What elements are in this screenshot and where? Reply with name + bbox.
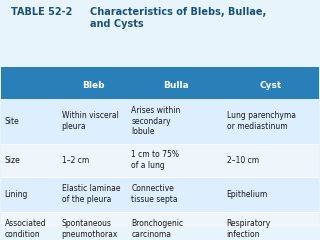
Bar [1,72,319,99]
Bar [1,176,319,211]
Text: Epithelium: Epithelium [227,190,268,198]
Bar [1,99,319,144]
Text: Size: Size [4,156,20,165]
Text: Associated
condition: Associated condition [4,219,46,239]
Text: Respiratory
infection: Respiratory infection [227,219,271,239]
Text: Cyst: Cyst [260,81,282,90]
Text: Bronchogenic
carcinoma: Bronchogenic carcinoma [132,219,184,239]
Text: 1–2 cm: 1–2 cm [62,156,89,165]
Text: Bulla: Bulla [163,81,189,90]
Bar [1,67,319,72]
Text: Lung parenchyma
or mediastinum: Lung parenchyma or mediastinum [227,111,296,131]
Text: 1 cm to 75%
of a lung: 1 cm to 75% of a lung [132,150,180,170]
Text: Within visceral
pleura: Within visceral pleura [62,111,118,131]
Bar [1,144,319,176]
Bar [1,211,319,240]
Text: Connective
tissue septa: Connective tissue septa [132,184,178,204]
Text: 2–10 cm: 2–10 cm [227,156,259,165]
Text: Lining: Lining [4,190,28,198]
Text: Characteristics of Blebs, Bullae,
and Cysts: Characteristics of Blebs, Bullae, and Cy… [90,7,267,30]
Text: Arises within
secondary
lobule: Arises within secondary lobule [132,106,181,136]
Text: Bleb: Bleb [82,81,105,90]
Text: Spontaneous
pneumothorax: Spontaneous pneumothorax [62,219,118,239]
Text: Elastic laminae
of the pleura: Elastic laminae of the pleura [62,184,120,204]
Text: Site: Site [4,117,19,126]
Text: TABLE 52-2: TABLE 52-2 [11,7,72,17]
